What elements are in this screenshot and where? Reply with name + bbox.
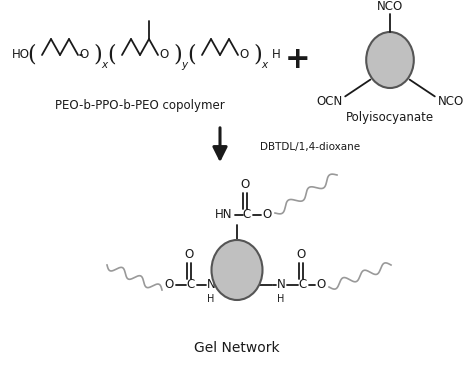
Text: x: x [261,60,267,70]
Ellipse shape [211,240,263,300]
Text: N: N [277,279,285,291]
Text: OCN: OCN [316,95,342,108]
Text: (: ( [27,44,36,66]
Text: O: O [159,49,169,62]
Text: x: x [101,60,107,70]
Text: Polyisocyanate: Polyisocyanate [346,112,434,124]
Text: HN: HN [215,209,232,221]
Text: (: ( [188,44,196,66]
Text: HO: HO [12,49,30,62]
Text: H: H [272,49,281,62]
Text: O: O [316,279,326,291]
Text: H: H [207,294,215,304]
Text: NCO: NCO [438,95,464,108]
Text: H: H [277,294,285,304]
Text: O: O [79,49,89,62]
Text: C: C [187,279,195,291]
Text: O: O [296,249,306,261]
Text: O: O [164,279,173,291]
Text: ): ) [254,44,263,66]
Text: ): ) [94,44,102,66]
Text: O: O [184,249,193,261]
Text: C: C [243,209,251,221]
Text: NCO: NCO [377,0,403,12]
Text: (: ( [108,44,116,66]
Text: PEO-b-PPO-b-PEO copolymer: PEO-b-PPO-b-PEO copolymer [55,99,225,112]
Text: ): ) [173,44,182,66]
Text: O: O [240,179,250,191]
Text: O: O [263,209,272,221]
Text: N: N [207,279,215,291]
Text: C: C [299,279,307,291]
Text: y: y [181,60,187,70]
Text: O: O [239,49,249,62]
Ellipse shape [366,32,414,88]
Text: DBTDL/1,4-dioxane: DBTDL/1,4-dioxane [260,142,360,152]
Text: +: + [285,45,311,74]
Text: Gel Network: Gel Network [194,341,280,355]
